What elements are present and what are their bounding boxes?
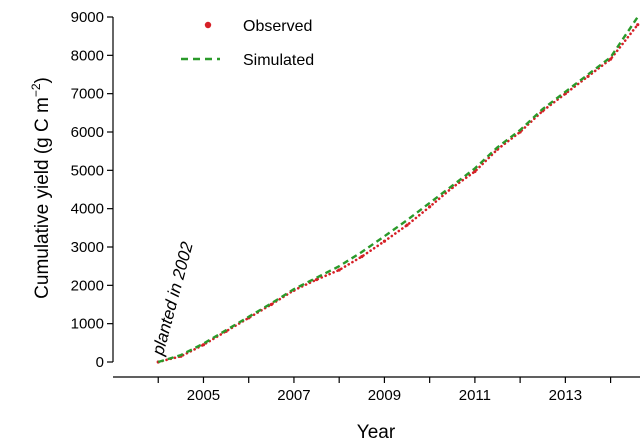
observed-point — [269, 302, 273, 307]
y-tick-label: 7000 — [71, 86, 104, 103]
observed-point — [405, 223, 409, 227]
series-simulated-line — [157, 16, 639, 364]
x-tick-label: 2011 — [459, 387, 491, 404]
legend-simulated-label: Simulated — [243, 52, 314, 69]
y-tick-label: 4000 — [71, 201, 104, 218]
series-layer — [156, 16, 640, 364]
observed-point — [314, 277, 319, 282]
y-tick-label: 0 — [96, 354, 104, 371]
observed-point — [636, 23, 640, 27]
x-tick-label: 2007 — [277, 387, 310, 404]
x-axis-title: Year — [357, 422, 396, 443]
observed-point — [201, 343, 206, 347]
observed-point — [473, 169, 477, 174]
x-tick-label: 2009 — [368, 387, 401, 404]
y-tick-label: 2000 — [71, 277, 104, 294]
y-axis-title: Cumulative yield (g C m−2) — [29, 77, 53, 299]
x-tick-label: 2005 — [187, 387, 220, 404]
x-axis: 2005 2007 2009 2011 2013 — [113, 376, 640, 404]
y-tick-label: 3000 — [71, 239, 104, 256]
y-axis: 0 1000 2000 3000 4000 5000 6000 7000 8000 9000 — [71, 9, 114, 371]
planting-annotation: planted in 2002 — [148, 239, 197, 358]
legend-observed-label: Observed — [243, 18, 312, 35]
series-observed-line — [156, 23, 640, 364]
legend-observed-marker — [204, 21, 212, 29]
y-axis-title-superscript: −2 — [29, 83, 43, 97]
y-tick-label: 6000 — [71, 124, 104, 141]
observed-point — [360, 254, 364, 259]
observed-point — [428, 205, 432, 209]
observed-point — [382, 239, 387, 243]
legend: Observed Simulated — [181, 18, 314, 69]
observed-point — [608, 57, 613, 61]
observed-point — [337, 268, 341, 272]
observed-point — [586, 74, 590, 79]
y-tick-label: 9000 — [71, 9, 104, 26]
y-axis-title-close: ) — [32, 77, 53, 83]
y-tick-label: 1000 — [71, 316, 104, 333]
y-tick-label: 5000 — [71, 162, 104, 179]
y-axis-title-main: Cumulative yield (g C m — [32, 97, 53, 299]
y-tick-label: 8000 — [71, 47, 104, 64]
x-tick-label: 2013 — [549, 387, 582, 404]
